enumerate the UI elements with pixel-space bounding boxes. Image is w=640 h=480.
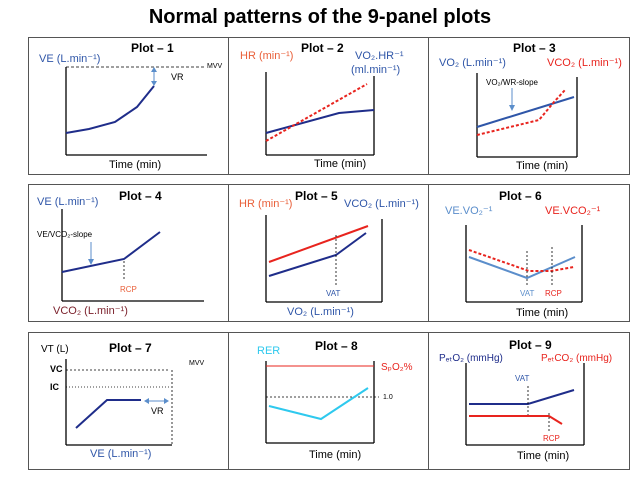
plot-7-vr-label: VR <box>151 406 164 416</box>
plot-1-x-label: Time (min) <box>109 159 161 171</box>
plot-7-vr-arrowhead-right <box>164 398 169 404</box>
plot-1-vr-arrowhead-down <box>151 81 157 86</box>
plot-5-vco2-line <box>268 232 367 277</box>
plot-8-title: Plot – 8 <box>315 339 358 353</box>
plot-8-svg: Plot – 8 RER SₚO₂% 1.0 Time (min) <box>257 339 413 461</box>
plot-9-x-label: Time (min) <box>517 450 569 462</box>
plot-2-hr-line <box>265 83 368 142</box>
plot-5-svg: Plot – 5 HR (min⁻¹) VCO₂ (L.min⁻¹) VAT V… <box>239 189 419 318</box>
plot-8-rer-line <box>268 387 369 421</box>
plot-3-vco2-line <box>476 89 566 136</box>
plot-5-panel: Plot – 5 HR (min⁻¹) VCO₂ (L.min⁻¹) VAT V… <box>228 184 430 322</box>
plot-5-x-label: VO₂ (L.min⁻¹) <box>287 306 354 318</box>
plot-6-svg: Plot – 6 VE.VO₂⁻¹ VE.VCO₂⁻¹ VAT RCP Time… <box>445 189 601 319</box>
plot-2-panel: Plot – 2 HR (min⁻¹) VO₂.HR⁻¹ (ml.min⁻¹) … <box>228 37 430 175</box>
plot-1-ve-line <box>65 85 155 134</box>
plot-1-vr-label: VR <box>171 72 184 82</box>
plot-2-svg: Plot – 2 HR (min⁻¹) VO₂.HR⁻¹ (ml.min⁻¹) … <box>240 41 404 170</box>
plot-6-x-label: Time (min) <box>516 307 568 319</box>
plot-1-vr-arrowhead-up <box>151 67 157 72</box>
plot-9-vat-label: VAT <box>515 374 529 383</box>
plot-3-svg: Plot – 3 VO₂ (L.min⁻¹) VCO₂ (L.min⁻¹) VO… <box>439 41 622 172</box>
plot-1-mvv-label: MVV <box>207 63 223 70</box>
plot-5-title: Plot – 5 <box>295 189 338 203</box>
plot-3-left-label: VO₂ (L.min⁻¹) <box>439 57 506 69</box>
plot-6-right-label: VE.VCO₂⁻¹ <box>545 205 601 217</box>
plot-9-left-label: PₑₜO₂ (mmHg) <box>439 353 503 364</box>
page-title: Normal patterns of the 9-panel plots <box>148 6 492 28</box>
plot-9-svg: Plot – 9 PₑₜO₂ (mmHg) PₑₜCO₂ (mmHg) VAT … <box>439 338 612 462</box>
plot-8-left-label: RER <box>257 345 280 357</box>
plot-3-panel: Plot – 3 VO₂ (L.min⁻¹) VCO₂ (L.min⁻¹) VO… <box>428 37 630 175</box>
plot-3-title: Plot – 3 <box>513 41 556 55</box>
plot-4-x-label: VCO₂ (L.min⁻¹) <box>53 305 128 317</box>
plot-9-rcp-label: RCP <box>543 434 560 443</box>
plot-4-annotation: VE/VCO₂-slope <box>37 230 93 239</box>
plot-6-left-label: VE.VO₂⁻¹ <box>445 205 493 217</box>
plot-3-right-label: VCO₂ (L.min⁻¹) <box>547 57 622 69</box>
plot-7-ic-label: IC <box>50 382 60 392</box>
plot-4-panel: Plot – 4 VE (L.min⁻¹) VE/VCO₂-slope RCP … <box>28 184 230 322</box>
plot-3-slope-arrowhead <box>509 105 515 111</box>
plot-3-annotation: VO₂/WR-slope <box>486 78 539 87</box>
plot-5-left-label: HR (min⁻¹) <box>239 198 292 210</box>
plot-7-title: Plot – 7 <box>109 341 152 355</box>
plot-4-ve-line <box>61 231 161 273</box>
plot-2-right-label-1: VO₂.HR⁻¹ <box>355 50 404 62</box>
plot-7-x-label: VE (L.min⁻¹) <box>90 448 151 460</box>
plot-6-rcp-label: RCP <box>545 289 562 298</box>
plot-4-left-label: VE (L.min⁻¹) <box>37 196 98 208</box>
plot-6-panel: Plot – 6 VE.VO₂⁻¹ VE.VCO₂⁻¹ VAT RCP Time… <box>428 184 630 322</box>
plot-1-panel: Plot – 1 VE (L.min⁻¹) MVV VR Time (min) <box>28 37 230 175</box>
plot-9-panel: Plot – 9 PₑₜO₂ (mmHg) PₑₜCO₂ (mmHg) VAT … <box>428 332 630 470</box>
plot-7-left-label: VT (L) <box>41 344 69 355</box>
plot-1-left-label: VE (L.min⁻¹) <box>39 53 100 65</box>
plot-2-o2-pulse-line <box>265 109 375 134</box>
plot-7-vc-label: VC <box>50 364 63 374</box>
plot-4-svg: Plot – 4 VE (L.min⁻¹) VE/VCO₂-slope RCP … <box>37 189 204 317</box>
plot-6-vat-label: VAT <box>520 289 534 298</box>
plot-8-right-label: SₚO₂% <box>381 362 413 373</box>
plot-4-slope-arrowhead <box>88 259 94 265</box>
plot-5-vat-label: VAT <box>326 289 340 298</box>
plot-6-ve-vco2-line <box>468 249 575 272</box>
plot-4-rcp-label: RCP <box>120 285 137 294</box>
plot-8-x-label: Time (min) <box>309 449 361 461</box>
plot-2-x-label: Time (min) <box>314 158 366 170</box>
plot-3-vo2-line <box>476 96 575 128</box>
plot-9-petco2-line <box>469 415 563 425</box>
plot-1-svg: Plot – 1 VE (L.min⁻¹) MVV VR Time (min) <box>39 41 223 171</box>
plot-2-right-label-2: (ml.min⁻¹) <box>351 64 400 76</box>
plot-7-svg: Plot – 7 VT (L) VC IC MVV VR VE (L.min⁻¹… <box>41 341 205 460</box>
plot-7-panel: Plot – 7 VT (L) VC IC MVV VR VE (L.min⁻¹… <box>28 332 230 470</box>
plot-7-vt-line <box>75 399 141 429</box>
plot-8-ref-label: 1.0 <box>383 394 393 401</box>
plot-8-panel: Plot – 8 RER SₚO₂% 1.0 Time (min) <box>228 332 430 470</box>
plot-6-ve-vo2-line <box>468 256 576 280</box>
plot-7-vr-arrowhead-left <box>144 398 149 404</box>
plot-5-hr-line <box>268 225 369 263</box>
plot-9-title: Plot – 9 <box>509 338 552 352</box>
plot-4-title: Plot – 4 <box>119 189 162 203</box>
plot-5-right-label: VCO₂ (L.min⁻¹) <box>344 198 419 210</box>
plot-2-left-label: HR (min⁻¹) <box>240 50 293 62</box>
plot-1-title: Plot – 1 <box>131 41 174 55</box>
plot-9-peto2-line <box>469 389 575 405</box>
plot-9-right-label: PₑₜCO₂ (mmHg) <box>541 353 612 364</box>
plot-2-title: Plot – 2 <box>301 41 344 55</box>
plot-7-mvv-label: MVV <box>189 360 205 367</box>
plot-3-x-label: Time (min) <box>516 160 568 172</box>
plot-6-title: Plot – 6 <box>499 189 542 203</box>
